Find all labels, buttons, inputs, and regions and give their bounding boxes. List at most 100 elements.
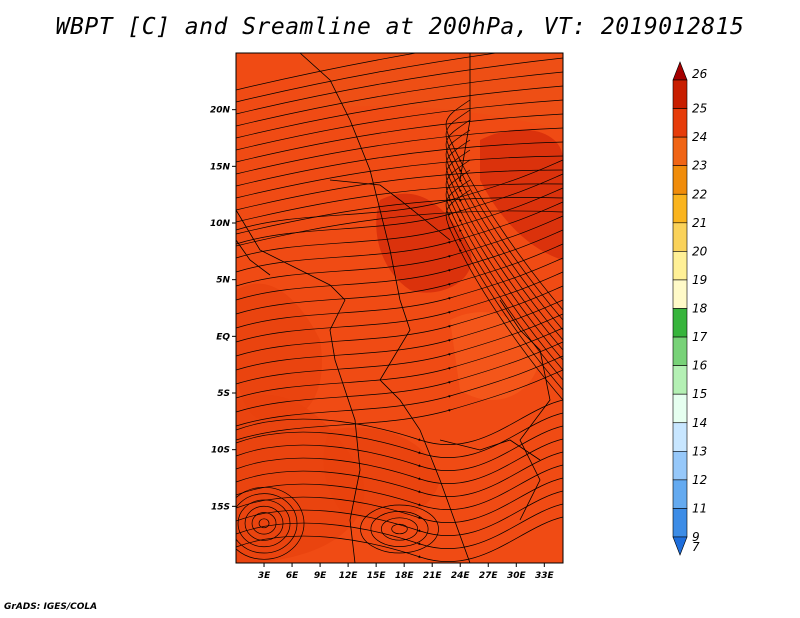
streamline: [236, 99, 563, 151]
colorbar-segment: [672, 193, 688, 224]
streamline: [360, 504, 439, 554]
colorbar-label: 11: [692, 501, 707, 515]
colorbar-label: 24: [692, 130, 707, 144]
streamline: [236, 229, 563, 301]
plot-frame: [235, 52, 564, 564]
colorbar-label: 19: [692, 273, 707, 287]
x-tick-label: 9E: [314, 571, 327, 581]
streamline: [236, 412, 563, 458]
colorbar-min-triangle: [672, 536, 688, 556]
streamline: [445, 129, 563, 341]
streamline: [236, 451, 563, 497]
y-tick-label: EQ: [216, 332, 230, 342]
country-border: [329, 179, 451, 241]
streamlines: [236, 53, 563, 562]
streamline: [244, 505, 284, 541]
colorbar-segment: [672, 79, 688, 109]
country-border: [236, 209, 361, 563]
x-tick-label: 27E: [479, 571, 499, 581]
wbpt-shade-region: [323, 427, 440, 520]
streamline: [445, 159, 563, 371]
colorbar-label: 12: [692, 473, 707, 487]
x-tick-label: 21E: [423, 571, 443, 581]
colorbar-segment: [672, 451, 688, 481]
streamline: [236, 464, 563, 510]
colorbar-label: 22: [692, 187, 707, 201]
x-tick-label: 15E: [367, 571, 387, 581]
streamline: [236, 425, 563, 471]
colorbar-segment: [672, 165, 688, 195]
colorbar-label: 16: [692, 359, 708, 373]
colorbar-segment: [672, 108, 688, 138]
y-tick-label: 15N: [210, 162, 231, 172]
colorbar-label: 9: [692, 530, 700, 544]
streamline: [258, 518, 270, 529]
streamline: [445, 189, 563, 401]
colorbar-segment: [672, 251, 688, 281]
country-border: [459, 53, 471, 181]
colorbar-segment: [672, 222, 688, 252]
colorbar-label: 7: [692, 540, 700, 554]
country-border: [236, 239, 271, 276]
streamline: [236, 477, 563, 523]
y-tick-label: 10N: [210, 219, 231, 229]
x-tick-label: 6E: [286, 571, 299, 581]
x-tick-label: 24E: [451, 571, 471, 581]
streamline: [251, 512, 277, 535]
colorbar-segment: [672, 422, 688, 452]
streamline: [236, 341, 563, 413]
streamline: [236, 399, 563, 445]
grads-credit: GrADS: IGES/COLA: [4, 602, 98, 612]
streamline: [236, 516, 563, 562]
streamline: [236, 127, 563, 175]
streamline: [236, 243, 563, 315]
streamline: [445, 99, 563, 311]
colorbar-label: 14: [692, 416, 707, 430]
colorbar-label: 17: [692, 330, 708, 344]
wbpt-shade-region: [376, 193, 472, 293]
country-border: [299, 53, 471, 563]
x-tick-label: 33E: [535, 571, 555, 581]
streamline: [445, 149, 563, 361]
colorbar-max-triangle: [672, 61, 688, 81]
streamline: [236, 53, 499, 103]
colorbar-segment: [672, 393, 688, 424]
country-border: [439, 439, 541, 461]
streamline: [236, 53, 419, 91]
colorbar-label: 25: [692, 102, 707, 116]
colorbar-segment: [672, 508, 688, 538]
y-tick-label: 5N: [216, 276, 230, 286]
streamline: [236, 187, 563, 259]
streamline: [236, 271, 563, 343]
colorbar-label: 18: [692, 302, 708, 316]
colorbar-segment: [672, 136, 688, 166]
streamline: [236, 85, 563, 139]
x-tick-label: 12E: [339, 571, 359, 581]
x-axis-ticks: 3E 6E 9E 12E 15E 18E 21E 24E 27E 30E 33E: [258, 563, 555, 581]
streamline: [236, 57, 563, 115]
colorbar-label: 23: [692, 159, 707, 173]
x-tick-label: 18E: [395, 571, 415, 581]
x-tick-label: 30E: [507, 571, 527, 581]
map-title: WBPT [C] and Sreamline at 200hPa, VT: 20…: [55, 14, 745, 40]
streamline: [236, 183, 563, 223]
streamline: [236, 173, 563, 245]
streamline: [236, 201, 563, 273]
streamline: [380, 517, 419, 541]
streamline: [236, 113, 563, 163]
streamline: [236, 327, 563, 399]
colorbar: 26 25 24 23 22 21 20 19 18 17 16 15 14 13 12 11 97: [672, 61, 708, 556]
y-axis-ticks: 20N 15N 10N 5N EQ 5S 10S 15S: [210, 106, 236, 512]
streamline: [236, 490, 563, 536]
streamline: [236, 257, 563, 329]
streamline: [236, 369, 563, 441]
streamline: [236, 169, 563, 211]
colorbar-segment: [672, 336, 688, 366]
colorbar-label: 20: [692, 244, 708, 258]
streamline: [236, 71, 563, 127]
streamline: [236, 438, 563, 484]
wbpt-shade-region: [450, 312, 540, 400]
streamline: [236, 197, 563, 235]
streamline: [236, 299, 563, 371]
